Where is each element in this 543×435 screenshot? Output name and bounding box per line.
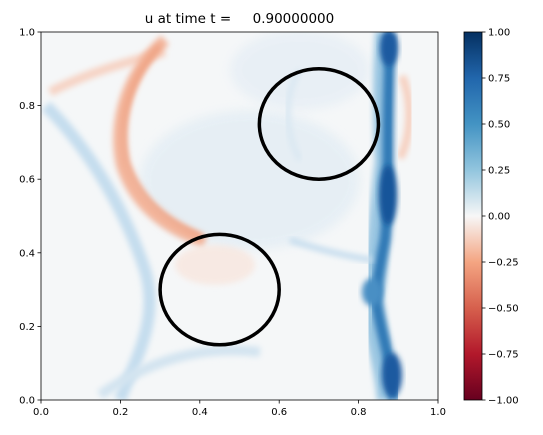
obstacle-circle-2 [158,232,281,347]
colorbar-tick-label: 1.00 [488,28,510,39]
y-axis: 0.0 0.2 0.4 0.6 0.8 1.0 [19,28,41,407]
field-blue-wave-left [41,101,156,400]
colorbar-tick-label: 0.50 [488,120,510,131]
field-blue-branch [289,237,373,263]
plot-frame [40,31,439,401]
colorbar-tick-label: 0.25 [488,166,510,177]
colorbar-axis: 1.00 0.75 0.50 0.25 0.00 −0.25 −0.50 −0.75 −1.00 [482,28,519,407]
colorbar [463,31,483,401]
x-tick-label: 0.6 [271,407,287,418]
colorbar-tick-label: 0.75 [488,74,510,85]
field-blue-arc-upper [285,68,303,162]
field-soft-blue-center [140,110,360,250]
obstacle-circle-1 [257,67,381,181]
y-tick-label: 1.0 [19,28,35,39]
colorbar-tick-label: −0.75 [488,350,519,361]
field-red-glow-upper [396,74,414,160]
obstacle-layer [158,67,381,347]
field-blue-blob-low [362,278,382,306]
field-features [41,32,414,400]
y-tick-label: 0.0 [19,396,35,407]
y-tick-label: 0.4 [19,248,35,259]
field-faint-red-low [175,245,255,285]
field-red-arc-core [121,44,203,239]
field-dark-blue-bottom [382,353,402,397]
colorbar-tick-label: −1.00 [488,396,519,407]
y-tick-label: 0.2 [19,322,35,333]
colorbar-tick-label: −0.25 [488,258,519,269]
x-axis: 0.0 0.2 0.4 0.6 0.8 1.0 [33,400,446,418]
x-tick-label: 0.0 [33,407,49,418]
x-tick-label: 0.2 [112,407,128,418]
colorbar-tick-label: −0.50 [488,304,519,315]
colorbar-tick-label: 0.00 [488,212,510,223]
field-dark-blue-top [380,32,398,66]
x-tick-label: 1.0 [430,407,446,418]
field-blue-column-core [370,33,400,400]
x-tick-label: 0.8 [351,407,367,418]
x-tick-label: 0.4 [192,407,208,418]
plot-area [41,32,438,400]
y-tick-label: 0.6 [19,175,35,186]
chart-title: u at time t = 0.90000000 [145,11,334,27]
field-blue-bottom [97,345,261,400]
y-tick-label: 0.8 [19,101,35,112]
field-dark-blue-mid [379,165,397,225]
